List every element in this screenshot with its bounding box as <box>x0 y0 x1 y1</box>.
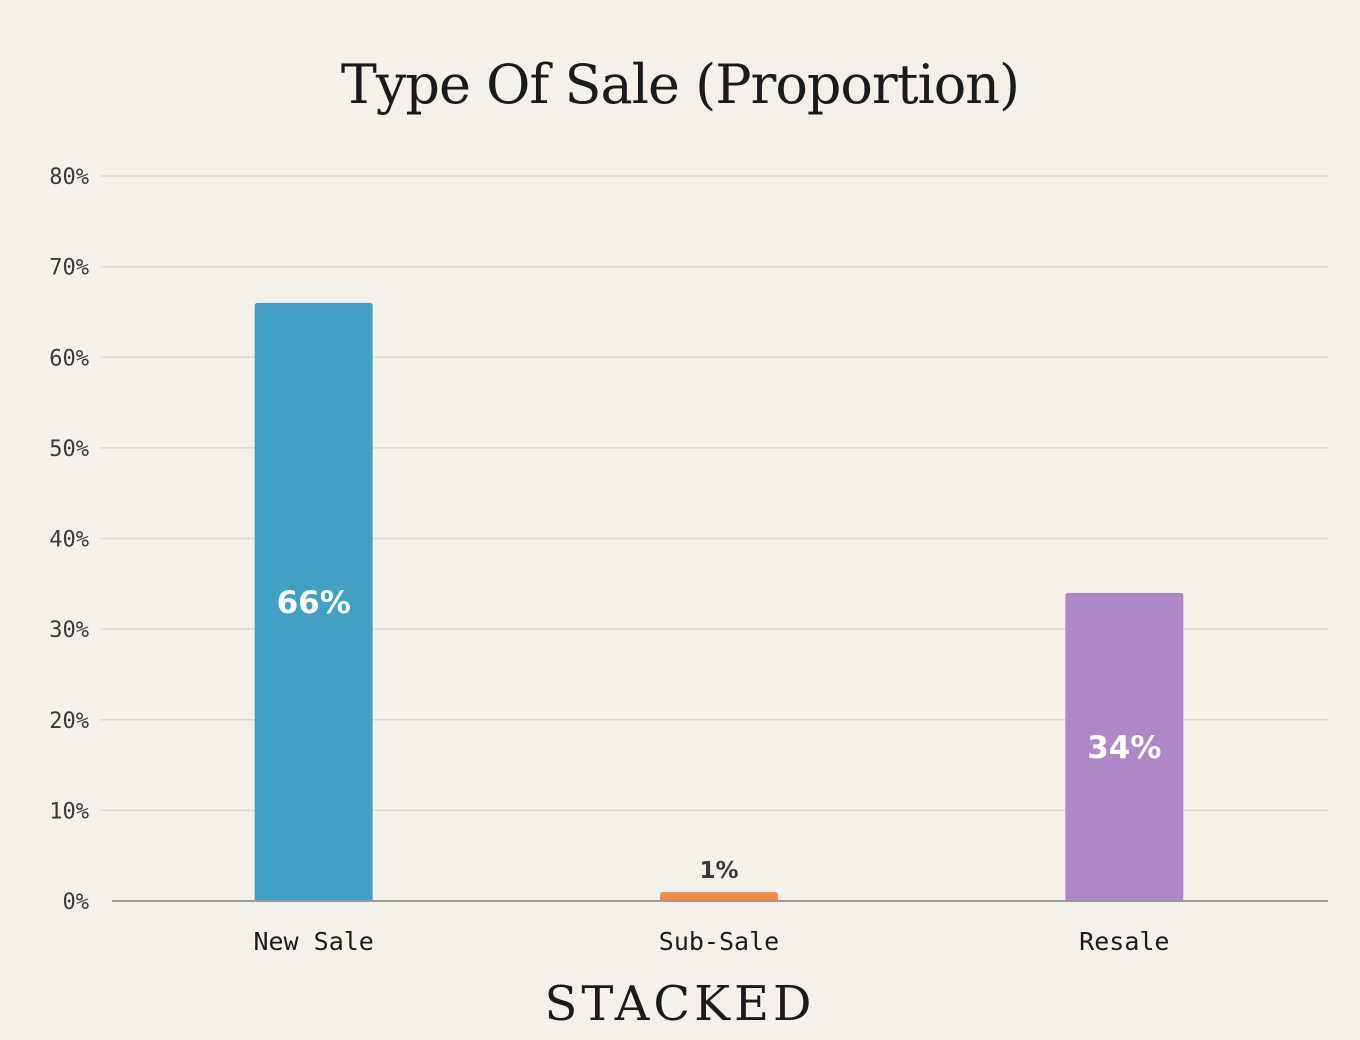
y-tick-label: 20% <box>49 709 89 734</box>
y-tick-label: 40% <box>49 528 89 553</box>
bar-new-sale <box>254 302 373 901</box>
data-label: 66% <box>277 585 351 621</box>
data-labels: 66% 1% 34% <box>277 585 1162 884</box>
x-category-label: Resale <box>1079 927 1169 956</box>
y-tick-label: 10% <box>49 799 89 824</box>
bars <box>254 302 1184 901</box>
x-category-label: Sub-Sale <box>659 927 779 956</box>
y-tick-label: 0% <box>63 890 90 915</box>
x-axis-categories: New Sale Sub-Sale Resale <box>253 927 1169 956</box>
y-tick-label: 50% <box>49 437 89 462</box>
brand-logo: STACKED <box>544 976 815 1032</box>
chart-title: Type Of Sale (Proportion) <box>341 53 1019 116</box>
data-label: 1% <box>699 858 738 884</box>
x-category-label: New Sale <box>253 927 373 956</box>
data-label: 34% <box>1087 730 1161 766</box>
bar-sub-sale <box>660 891 778 901</box>
y-tick-label: 60% <box>49 346 89 371</box>
y-axis-ticks: 0% 10% 20% 30% 40% 50% 60% 70% 80% <box>49 165 89 915</box>
y-tick-label: 30% <box>49 618 89 643</box>
bar-resale <box>1065 592 1184 901</box>
y-tick-label: 70% <box>49 256 89 281</box>
y-tick-label: 80% <box>49 165 89 190</box>
